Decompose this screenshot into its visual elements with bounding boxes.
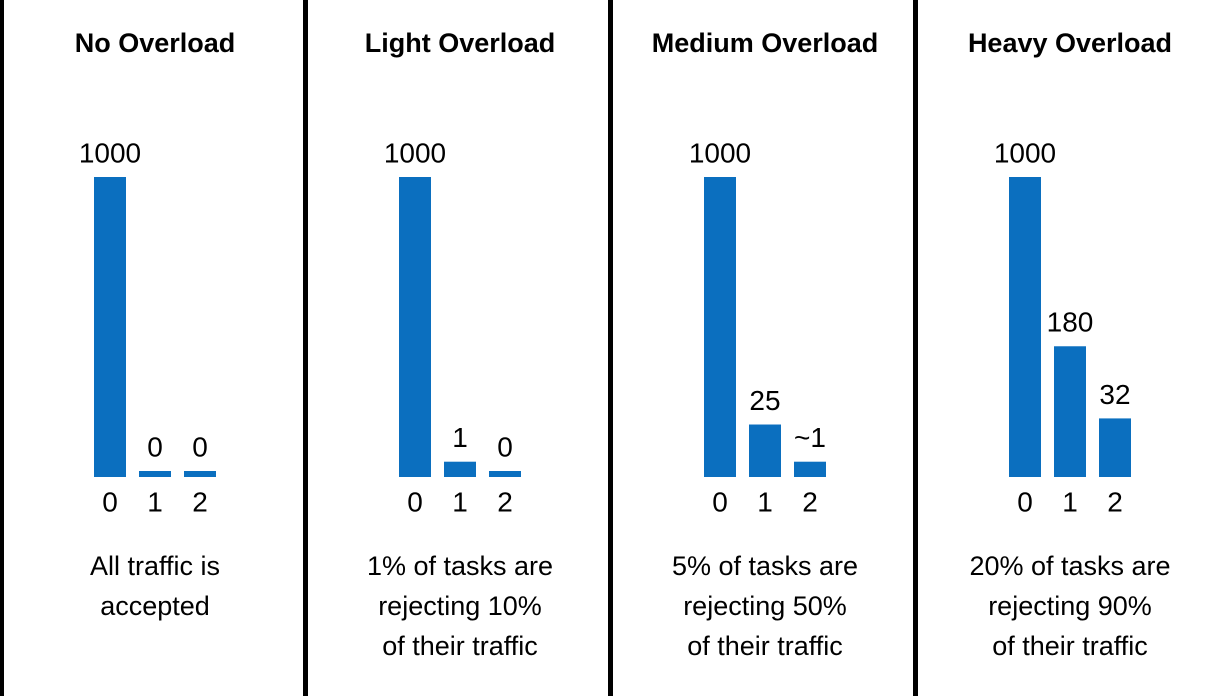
x-tick-label: 0: [712, 486, 728, 517]
panel-title: Heavy Overload: [968, 28, 1172, 58]
value-label: 180: [1047, 307, 1094, 338]
value-label: 25: [749, 385, 780, 416]
caption-line: of their traffic: [687, 631, 843, 661]
bar: [794, 461, 826, 477]
value-label: 0: [192, 431, 208, 462]
value-label: 1000: [994, 137, 1056, 168]
value-label: 0: [497, 431, 513, 462]
value-label: 1000: [79, 137, 141, 168]
value-label: 1000: [689, 137, 751, 168]
panel-divider: [913, 0, 918, 696]
caption-line: rejecting 50%: [683, 591, 847, 621]
x-tick-label: 0: [407, 486, 423, 517]
caption-line: rejecting 10%: [378, 591, 542, 621]
caption-line: 5% of tasks are: [672, 551, 858, 581]
bar: [704, 177, 736, 477]
panel-divider: [303, 0, 308, 696]
caption-line: 1% of tasks are: [367, 551, 553, 581]
bar: [444, 461, 476, 477]
x-tick-label: 2: [1107, 486, 1123, 517]
panel-title: Medium Overload: [652, 28, 879, 58]
value-label: ~1: [794, 422, 826, 453]
x-tick-label: 1: [757, 486, 773, 517]
x-tick-label: 0: [102, 486, 118, 517]
x-tick-label: 1: [1062, 486, 1078, 517]
caption-line: of their traffic: [382, 631, 538, 661]
panel-title: Light Overload: [365, 28, 556, 58]
x-tick-label: 1: [147, 486, 163, 517]
bar: [1009, 177, 1041, 477]
bar: [489, 471, 521, 477]
panel-title: No Overload: [75, 28, 236, 58]
value-label: 0: [147, 431, 163, 462]
bar: [1099, 418, 1131, 477]
bar: [749, 424, 781, 477]
panel-divider: [608, 0, 613, 696]
bar: [184, 471, 216, 477]
value-label: 1000: [384, 137, 446, 168]
panel-border: [0, 0, 4, 696]
x-tick-label: 2: [497, 486, 513, 517]
bar: [139, 471, 171, 477]
x-tick-label: 1: [452, 486, 468, 517]
x-tick-label: 0: [1017, 486, 1033, 517]
value-label: 32: [1099, 379, 1130, 410]
x-tick-label: 2: [192, 486, 208, 517]
bar: [1054, 346, 1086, 477]
caption-line: All traffic is: [90, 551, 220, 581]
caption-line: accepted: [100, 591, 210, 621]
bar: [94, 177, 126, 477]
x-tick-label: 2: [802, 486, 818, 517]
caption-line: of their traffic: [992, 631, 1148, 661]
bar: [399, 177, 431, 477]
caption-line: rejecting 90%: [988, 591, 1152, 621]
caption-line: 20% of tasks are: [969, 551, 1170, 581]
value-label: 1: [452, 422, 468, 453]
